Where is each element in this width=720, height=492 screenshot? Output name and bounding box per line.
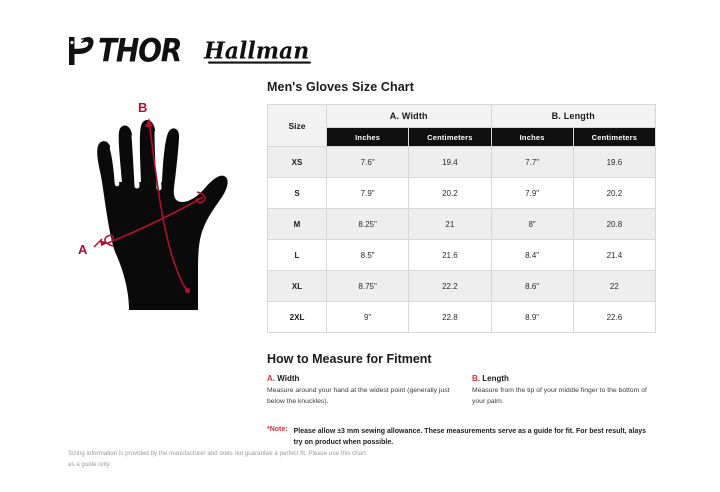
table-head: Size A. Width B. Length Inches Centimete… (267, 104, 657, 147)
table-header-row-groups: Size A. Width B. Length (267, 104, 656, 147)
table-row: XL 8.75" 22.2 8.6" 22 (267, 270, 657, 302)
how-to-measure-columns: A. Width Measure around your hand at the… (267, 374, 656, 407)
note-text: Please allow ±3 mm sewing allowance. The… (293, 428, 647, 447)
column-header-size: Size (267, 104, 327, 147)
cell-length-inches: 8.6" (490, 270, 574, 302)
cell-length-centimeters: 20.8 (572, 208, 657, 240)
column-header-width-centimeters: Centimeters (408, 127, 492, 147)
brand-header: THOR Hallman (66, 32, 312, 70)
measure-name: Width (277, 374, 300, 383)
column-header-length-centimeters: Centimeters (572, 127, 657, 147)
table-body: XS 7.6" 19.4 7.7" 19.6 S 7.9" 20.2 7.9" … (267, 146, 657, 333)
cell-width-centimeters: 22.8 (408, 301, 492, 333)
hand-silhouette-icon: B A (78, 100, 228, 310)
measure-letter: A. (267, 374, 275, 383)
note-block: *Note: Please allow ±3 mm sewing allowan… (267, 426, 656, 448)
cell-length-centimeters: 21.4 (572, 239, 657, 271)
column-header-length-inches: Inches (490, 127, 574, 147)
hand-measurement-diagram: B A (72, 96, 262, 316)
cell-width-centimeters: 19.4 (408, 146, 492, 178)
diagram-label-b: B (138, 100, 147, 115)
measure-item-width: A. Width Measure around your hand at the… (267, 374, 451, 407)
footer-disclaimer: Sizing information is provided by the ma… (68, 450, 366, 468)
cell-length-inches: 7.9" (490, 177, 574, 209)
cell-width-centimeters: 21 (408, 208, 492, 240)
cell-size: 2XL (267, 301, 327, 333)
measure-description: Measure from the tip of your middle fing… (472, 387, 647, 405)
cell-width-inches: 8.75" (325, 270, 410, 302)
cell-length-inches: 8.9" (490, 301, 574, 333)
cell-length-centimeters: 20.2 (572, 177, 657, 209)
diagram-label-a: A (78, 242, 88, 257)
how-to-measure-title: How to Measure for Fitment (267, 352, 432, 366)
cell-length-centimeters: 22 (572, 270, 657, 302)
page-title: Men's Gloves Size Chart (267, 80, 414, 94)
column-group-width: A. Width (326, 104, 492, 128)
cell-size: XL (267, 270, 327, 302)
note-tag: *Note: (267, 426, 288, 434)
measure-letter: B. (472, 374, 480, 383)
thor-wordmark: THOR (98, 32, 182, 70)
table-row: 2XL 9" 22.8 8.9" 22.6 (267, 301, 657, 333)
cell-width-inches: 9" (325, 301, 410, 333)
measure-item-length: B. Length Measure from the tip of your m… (472, 374, 656, 407)
hallman-logo: Hallman (203, 37, 312, 65)
size-chart-content: Men's Gloves Size Chart Size A. Width B.… (267, 80, 657, 448)
cell-width-inches: 7.9" (325, 177, 410, 209)
column-group-length: B. Length (490, 104, 656, 128)
table-row: XS 7.6" 19.4 7.7" 19.6 (267, 146, 657, 178)
cell-length-inches: 8.4" (490, 239, 574, 271)
table-header-row-units: Inches Centimeters Inches Centimeters (268, 127, 657, 147)
cell-length-inches: 8" (490, 208, 574, 240)
cell-length-centimeters: 19.6 (572, 146, 657, 178)
size-chart-table: Size A. Width B. Length Inches Centimete… (267, 104, 657, 333)
column-header-width-inches: Inches (325, 127, 410, 147)
thor-bolt-icon (69, 36, 94, 65)
cell-width-centimeters: 22.2 (408, 270, 492, 302)
cell-width-centimeters: 20.2 (408, 177, 492, 209)
cell-width-inches: 8.25" (325, 208, 410, 240)
cell-length-centimeters: 22.6 (572, 301, 657, 333)
cell-size: M (267, 208, 327, 240)
cell-width-inches: 7.6" (325, 146, 410, 178)
table-row: S 7.9" 20.2 7.9" 20.2 (267, 177, 657, 209)
table-row: M 8.25" 21 8" 20.8 (267, 208, 657, 240)
measure-name: Length (482, 374, 509, 383)
cell-size: XS (267, 146, 327, 178)
table-row: L 8.5" 21.6 8.4" 21.4 (267, 239, 657, 271)
measure-description: Measure around your hand at the widest p… (267, 387, 450, 405)
cell-size: S (267, 177, 327, 209)
cell-size: L (267, 239, 327, 271)
measure-item-heading: A. Width (267, 374, 451, 383)
cell-length-inches: 7.7" (490, 146, 574, 178)
cell-width-centimeters: 21.6 (408, 239, 492, 271)
measure-item-heading: B. Length (472, 374, 656, 383)
cell-width-inches: 8.5" (325, 239, 410, 271)
thor-logo: THOR (66, 32, 182, 70)
